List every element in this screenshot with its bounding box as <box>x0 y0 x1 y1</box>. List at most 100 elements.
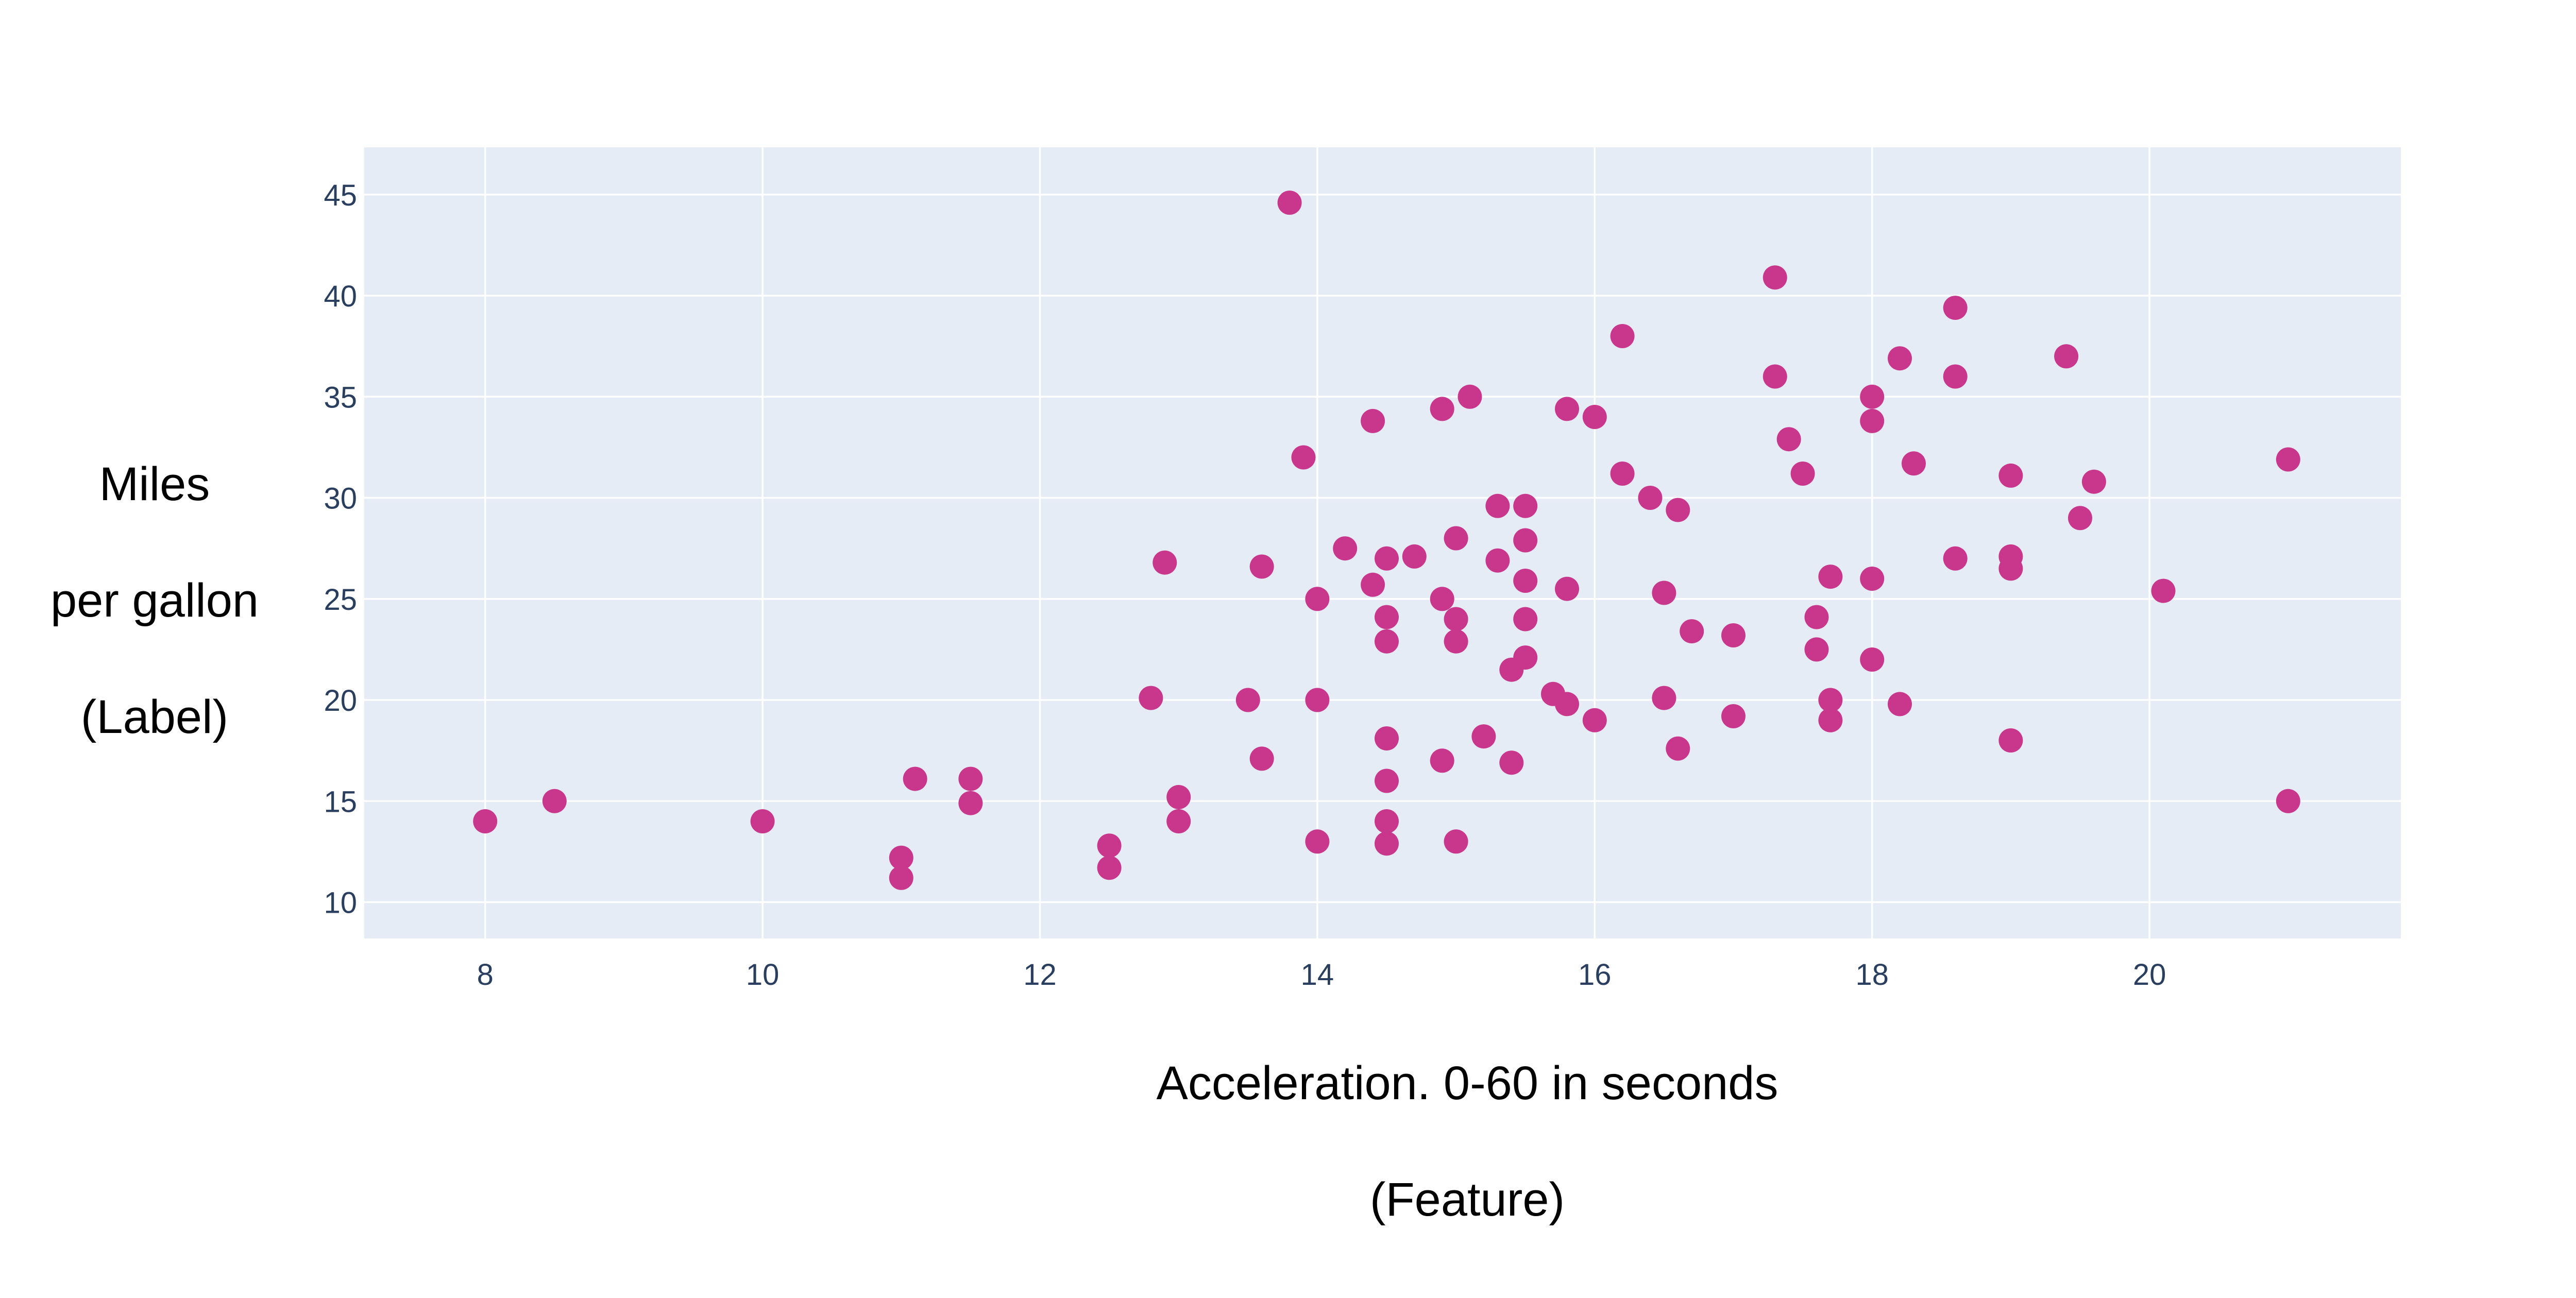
data-point <box>1097 856 1122 880</box>
data-point <box>1943 546 1968 571</box>
data-point <box>1305 829 1330 854</box>
data-point <box>1333 536 1358 561</box>
data-point <box>1638 486 1663 510</box>
data-point <box>1375 546 1399 571</box>
data-point <box>1235 688 1260 712</box>
data-point <box>1166 809 1191 833</box>
x-axis-title: Acceleration. 0-60 in seconds (Feature) <box>849 1054 2086 1229</box>
data-point <box>1513 569 1538 593</box>
data-point <box>1804 605 1829 629</box>
data-point <box>903 766 927 791</box>
data-point <box>1860 384 1885 409</box>
data-point <box>1402 544 1427 569</box>
data-point <box>1499 750 1524 775</box>
data-point <box>1860 647 1885 672</box>
data-point <box>1153 550 1177 575</box>
data-points <box>473 191 2300 890</box>
data-point <box>1139 686 1163 710</box>
data-point <box>1249 554 1274 579</box>
data-point <box>1277 191 1302 215</box>
data-point <box>2068 506 2092 531</box>
data-point <box>1305 587 1330 611</box>
data-point <box>1361 572 1385 597</box>
data-point <box>889 865 913 890</box>
data-point <box>1818 688 1843 712</box>
y-axis-title-line2: per gallon <box>50 574 259 627</box>
data-point <box>1721 704 1745 728</box>
data-point <box>1513 493 1538 518</box>
data-point <box>1444 526 1468 551</box>
x-axis-tick-labels: 8 10 12 14 16 18 20 <box>477 958 2166 992</box>
data-point <box>1513 607 1538 631</box>
data-point <box>1790 462 1815 486</box>
plot-area[interactable] <box>364 147 2401 938</box>
data-point <box>1998 556 2023 581</box>
data-point <box>1485 548 1510 573</box>
y-tick-label: 20 <box>324 684 357 718</box>
data-point <box>1762 265 1787 290</box>
gridlines <box>364 147 2401 938</box>
data-point <box>889 845 913 870</box>
data-point <box>1902 451 1926 476</box>
y-axis-title: Miles per gallon (Label) <box>31 455 278 746</box>
data-point <box>1444 829 1468 854</box>
data-point <box>1762 364 1787 389</box>
data-point <box>1943 364 1968 389</box>
data-point <box>1721 623 1745 647</box>
data-point <box>1430 587 1454 611</box>
data-point <box>958 766 983 791</box>
data-point <box>1610 462 1635 486</box>
data-point <box>1513 528 1538 553</box>
data-point <box>1860 408 1885 433</box>
x-tick-label: 8 <box>477 958 494 992</box>
data-point <box>958 791 983 815</box>
data-point <box>1998 728 2023 753</box>
data-point <box>1555 576 1579 601</box>
data-point <box>1818 708 1843 732</box>
data-point <box>1998 463 2023 488</box>
data-point <box>1610 324 1635 348</box>
data-point <box>542 789 567 813</box>
data-point <box>1943 296 1968 320</box>
data-point <box>1666 498 1690 522</box>
data-point <box>1097 833 1122 858</box>
y-tick-label: 30 <box>324 482 357 516</box>
data-point <box>1652 580 1676 605</box>
data-point <box>1375 768 1399 793</box>
data-point <box>1361 408 1385 433</box>
data-point <box>1776 427 1801 452</box>
data-point <box>1652 686 1676 710</box>
data-point <box>1305 688 1330 712</box>
data-point <box>1555 397 1579 421</box>
data-point <box>1818 565 1843 589</box>
y-axis-title-line1: Miles <box>99 458 210 510</box>
x-tick-label: 14 <box>1301 958 1334 992</box>
x-tick-label: 20 <box>2133 958 2166 992</box>
data-point <box>1444 629 1468 654</box>
data-point <box>1166 785 1191 809</box>
data-point <box>1458 384 1482 409</box>
x-tick-label: 16 <box>1578 958 1612 992</box>
data-point <box>2276 789 2300 813</box>
data-point <box>2276 447 2300 472</box>
y-tick-label: 40 <box>324 280 357 313</box>
data-point <box>1666 736 1690 761</box>
y-tick-label: 35 <box>324 381 357 414</box>
data-point <box>1375 605 1399 629</box>
y-axis-tick-labels: 10 15 20 25 30 35 40 45 <box>324 179 357 920</box>
x-tick-label: 18 <box>1855 958 1889 992</box>
data-point <box>1555 692 1579 716</box>
data-point <box>1582 405 1607 429</box>
x-tick-label: 10 <box>746 958 779 992</box>
data-point <box>1860 567 1885 591</box>
data-point <box>1804 637 1829 662</box>
data-point <box>1485 493 1510 518</box>
y-tick-label: 45 <box>324 179 357 212</box>
data-point <box>473 809 498 833</box>
y-axis-title-line3: (Label) <box>80 691 229 743</box>
data-point <box>1375 629 1399 654</box>
data-point <box>1430 748 1454 773</box>
data-point <box>1582 708 1607 732</box>
